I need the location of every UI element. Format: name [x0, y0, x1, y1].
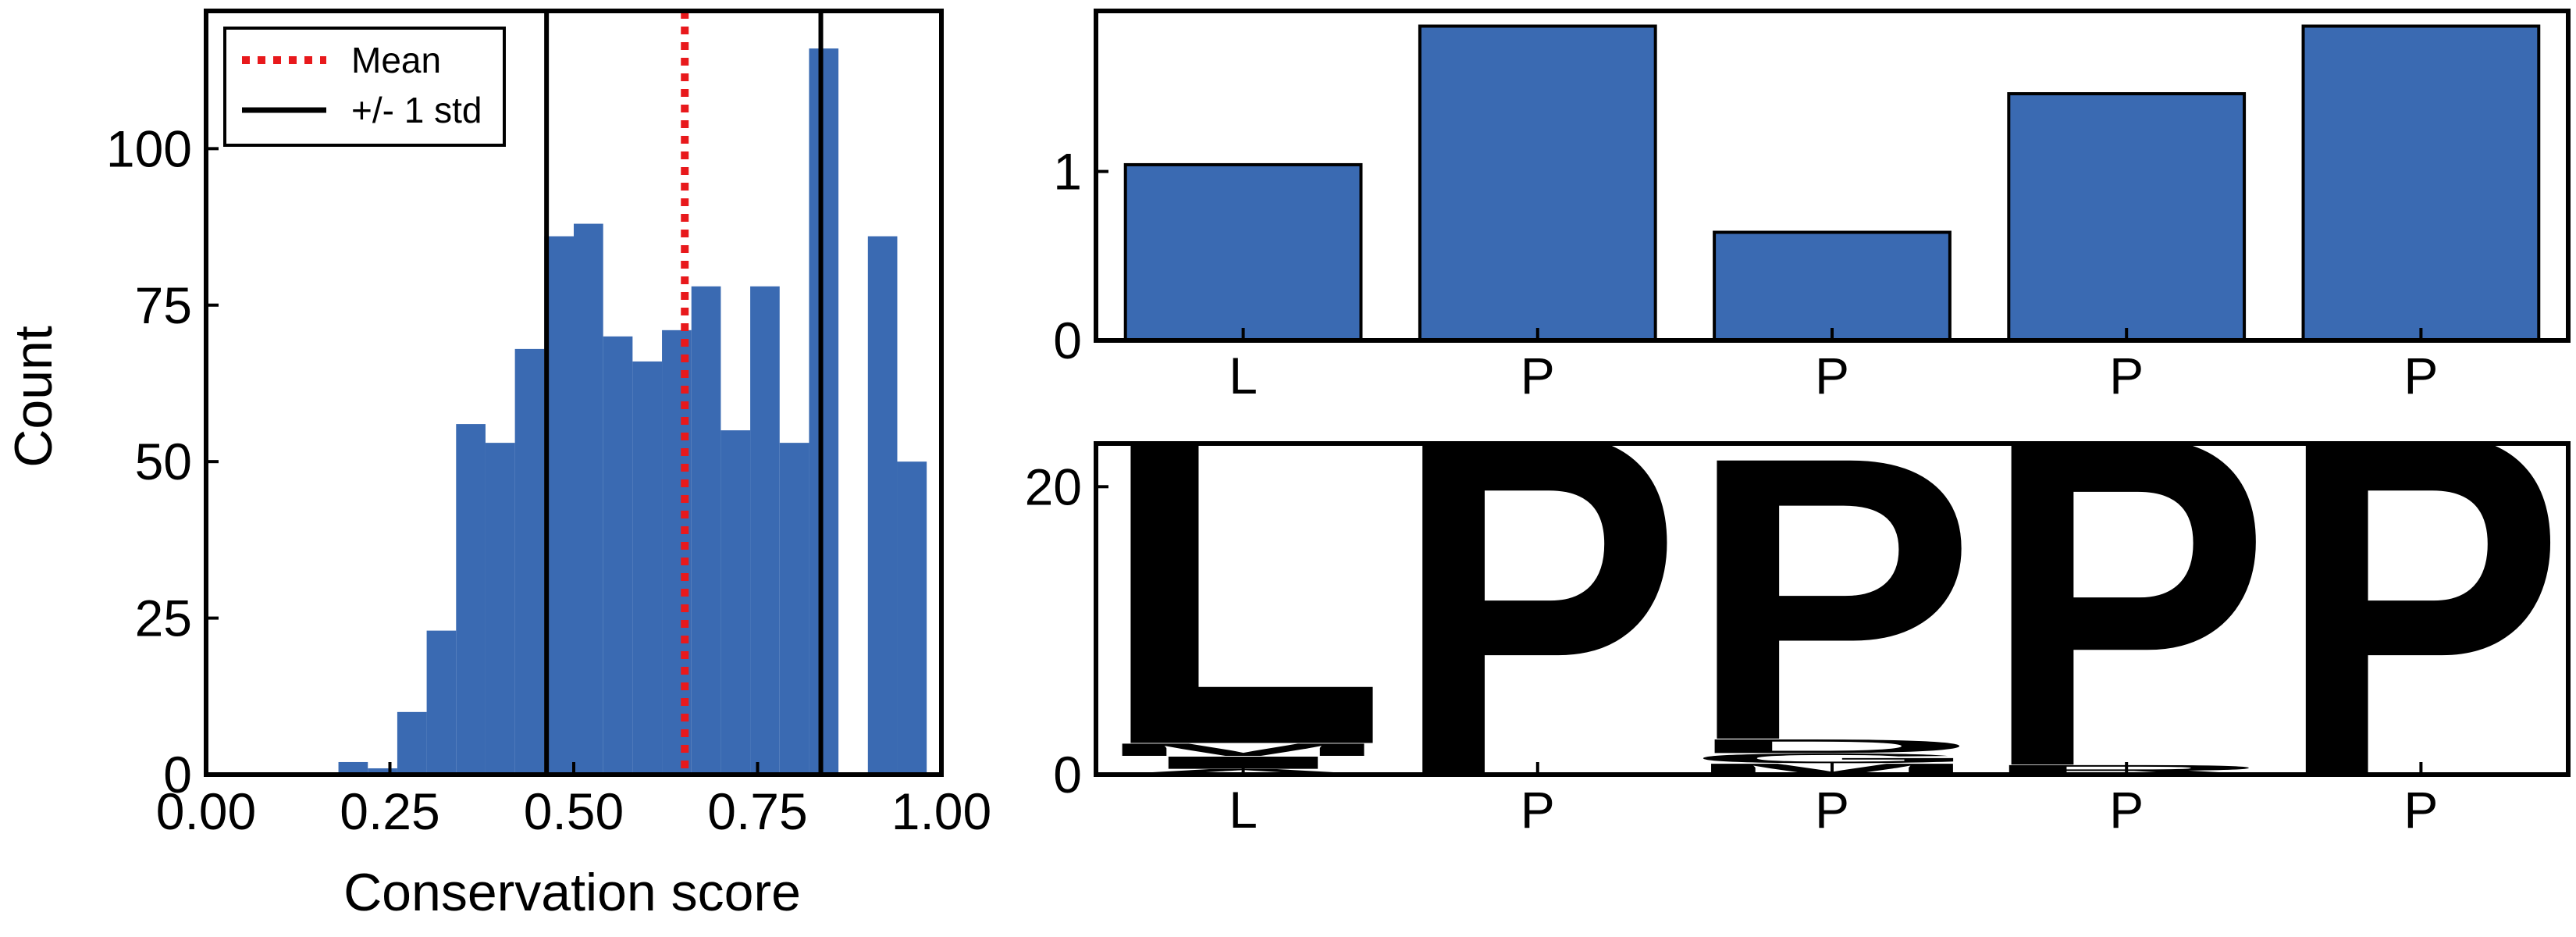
x-tick-label: 0.25 — [340, 782, 439, 840]
x-tick-label: 0.00 — [156, 782, 256, 840]
histogram-bar — [514, 348, 545, 775]
y-tick-label: 0 — [1053, 312, 1082, 369]
logo-letter: P — [2277, 329, 2565, 879]
bar — [1713, 230, 1952, 342]
logo-letter: L — [1099, 289, 1387, 850]
histogram-reference-lines — [544, 11, 824, 775]
histogram-bars — [338, 48, 927, 775]
histogram-bar — [897, 461, 927, 775]
legend-mean-label: Mean — [351, 40, 441, 80]
x-tick-label: P — [1815, 781, 1849, 839]
histogram-bar — [338, 761, 368, 775]
x-tick-label: 0.75 — [707, 782, 807, 840]
histogram-bar — [397, 711, 427, 775]
bar-panel: L P P P P 0 1 — [1053, 9, 2571, 404]
histogram-bar — [544, 236, 574, 775]
histogram-bar — [456, 424, 486, 775]
y-tick-label: 25 — [135, 590, 192, 647]
histogram-bar — [691, 286, 721, 775]
legend-frame — [223, 27, 506, 147]
x-tick-label: 0.50 — [524, 782, 624, 840]
histogram-bar — [779, 443, 809, 775]
x-tick-label: P — [2109, 347, 2144, 404]
y-tick-label: 0 — [163, 746, 192, 803]
x-tick-label: P — [1815, 347, 1849, 404]
bar-chart-axes: L P P P P 0 1 — [1053, 9, 2571, 404]
y-tick-label: 20 — [1025, 458, 1082, 515]
histogram-axes: 0.00 0.25 0.50 0.75 1.00 0 25 50 75 100 — [106, 9, 991, 840]
bar — [2301, 24, 2541, 342]
logo-letter: P — [1688, 372, 1976, 825]
histogram-legend: Mean +/- 1 std — [223, 27, 506, 147]
histogram-y-axis-label: Count — [4, 326, 63, 468]
histogram-bar — [867, 236, 898, 775]
logo-letter: G — [1688, 750, 1976, 766]
x-tick-label: P — [1521, 781, 1555, 839]
y-tick-label: 100 — [106, 119, 192, 177]
y-tick-label: 0 — [1053, 746, 1082, 803]
histogram-panel: 0.00 0.25 0.50 0.75 1.00 0 25 50 75 100 Conservat… — [4, 9, 991, 922]
x-tick-label: L — [1229, 347, 1258, 404]
histogram-bar — [750, 286, 780, 775]
histogram-bar — [662, 330, 692, 775]
logo-letter: D — [1688, 735, 1976, 757]
x-tick-label: P — [1521, 347, 1555, 404]
histogram-bar — [632, 361, 663, 775]
histogram-bar — [485, 443, 515, 775]
histogram-bar — [720, 430, 751, 775]
x-tick-label: P — [2109, 781, 2144, 839]
histogram-bar — [809, 48, 839, 775]
y-tick-label: 1 — [1053, 143, 1082, 201]
y-tick-label: 75 — [135, 276, 192, 334]
logo-letter: P — [1983, 337, 2271, 865]
x-tick-label: 1.00 — [891, 782, 991, 840]
bar — [2007, 92, 2247, 343]
bar-chart-bars — [1123, 24, 2541, 343]
x-tick-label: P — [2403, 347, 2438, 404]
logo-letter: M — [1099, 740, 1387, 760]
legend-std-label: +/- 1 std — [351, 90, 482, 130]
bar — [1123, 162, 1363, 342]
y-tick-label: 50 — [135, 433, 192, 490]
histogram-bar — [574, 223, 603, 775]
sequence-logo-axes: L P P P P 0 20 — [1025, 441, 2571, 839]
histogram-bar — [368, 768, 397, 775]
sequence-logo-letters: AIMLPMGDPRPP — [1099, 289, 2565, 879]
x-tick-label: P — [2403, 781, 2438, 839]
histogram-bar — [603, 336, 633, 775]
histogram-x-axis-label: Conservation score — [343, 863, 801, 922]
histogram-bar — [426, 630, 457, 775]
x-tick-label: L — [1229, 781, 1258, 839]
logo-letter: P — [1393, 329, 1681, 879]
bar — [1418, 24, 1657, 342]
